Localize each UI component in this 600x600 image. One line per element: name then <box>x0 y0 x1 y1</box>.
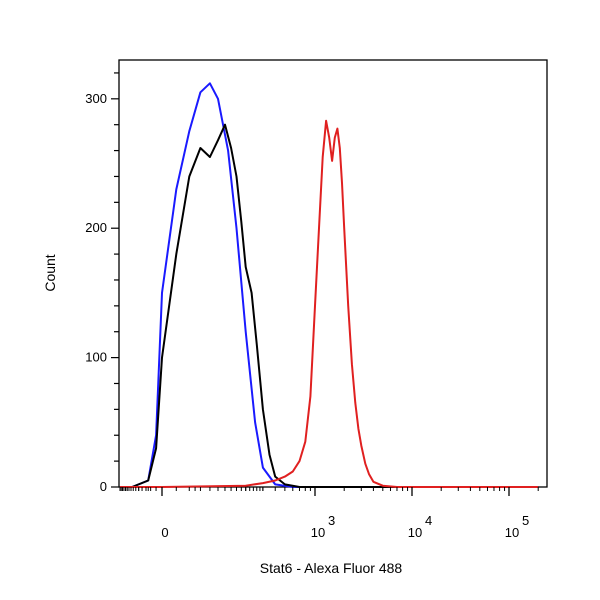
y-tick-label: 100 <box>85 350 107 365</box>
y-tick-label: 300 <box>85 91 107 106</box>
series-line-3 <box>120 119 539 488</box>
x-tick-exponent: 3 <box>328 513 335 528</box>
x-axis-title: Stat6 - Alexa Fluor 488 <box>260 560 403 576</box>
x-tick-label: 10 <box>311 525 325 540</box>
x-tick-exponent: 5 <box>522 513 529 528</box>
y-axis-title: Count <box>42 254 58 291</box>
x-tick-label: 0 <box>161 525 168 540</box>
y-tick-label: 0 <box>100 479 107 494</box>
plot-frame <box>118 59 548 488</box>
series-line-2 <box>120 123 539 488</box>
series-layer <box>120 82 539 488</box>
y-axis: 0 100 200 300 <box>85 72 119 494</box>
x-tick-label: 10 <box>505 525 519 540</box>
x-tick-label: 10 <box>408 525 422 540</box>
y-tick-label: 200 <box>85 220 107 235</box>
x-tick-exponent: 4 <box>425 513 432 528</box>
series-line-1 <box>120 82 539 488</box>
